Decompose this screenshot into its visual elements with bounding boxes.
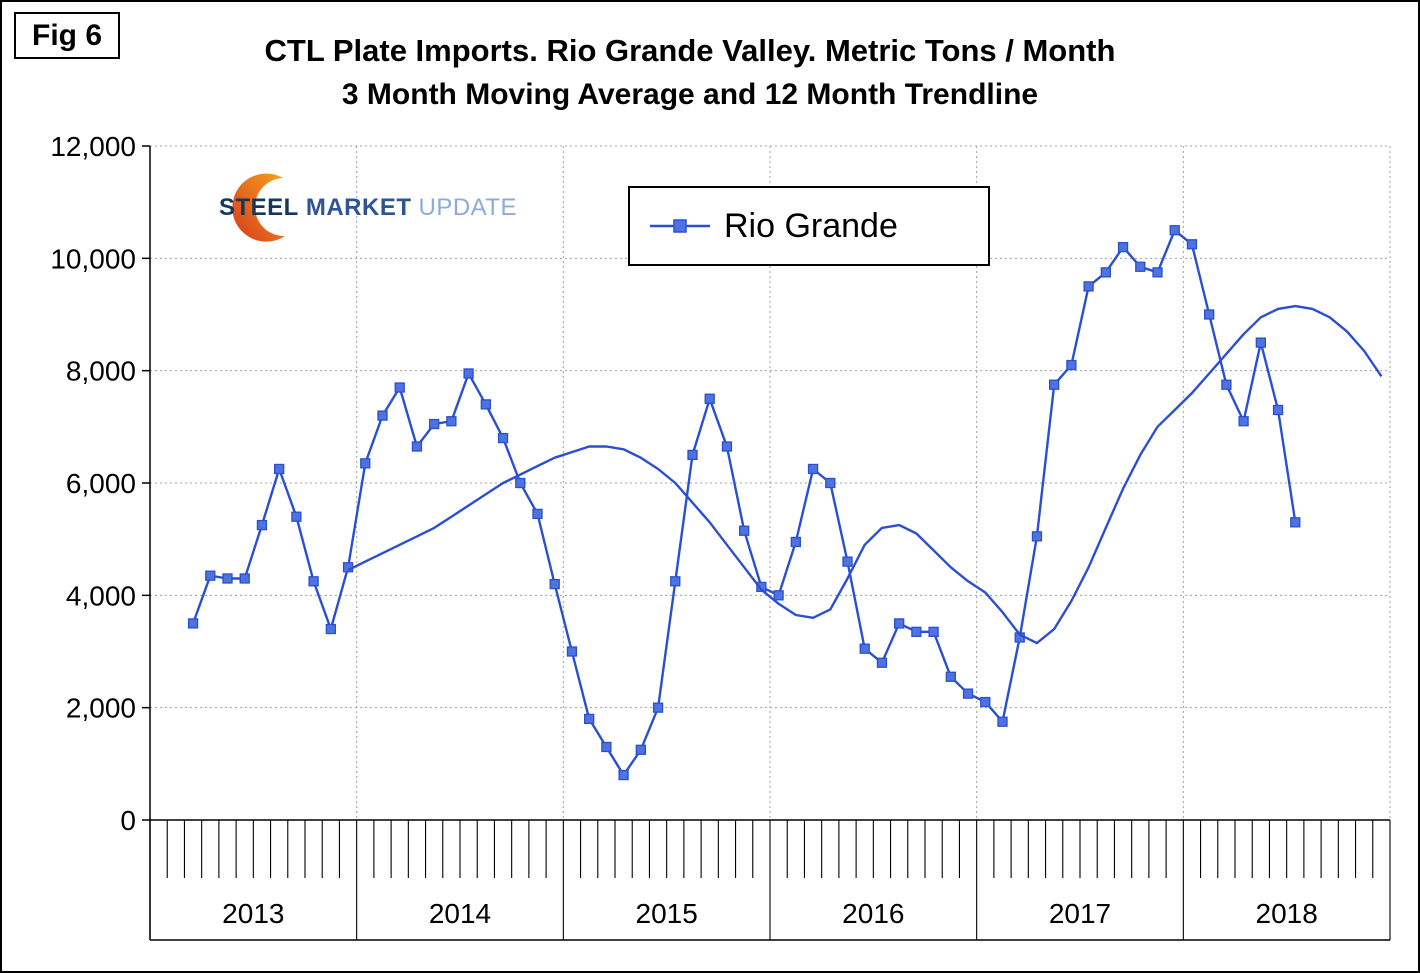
data-point-marker xyxy=(1100,267,1111,278)
year-label: 2017 xyxy=(1049,898,1111,929)
data-point-marker xyxy=(1049,379,1060,390)
y-tick-label: 2,000 xyxy=(66,693,136,724)
y-axis-labels: 0 2,000 4,000 6,000 8,000 10,000 12,000 xyxy=(50,131,136,836)
data-point-marker xyxy=(790,536,801,548)
data-point-marker xyxy=(635,744,646,755)
fig-label-text: Fig 6 xyxy=(32,19,103,52)
year-label: 2013 xyxy=(222,898,284,929)
steel-market-update-logo: STEEL MARKET UPDATE xyxy=(205,166,517,250)
data-point-marker xyxy=(928,626,939,637)
data-point-marker xyxy=(256,519,268,531)
year-label: 2016 xyxy=(842,898,904,929)
y-tick-label: 8,000 xyxy=(66,356,136,387)
y-tick-label: 4,000 xyxy=(66,580,136,611)
logo-wordmark: STEEL MARKET UPDATE xyxy=(219,194,524,222)
data-point-marker xyxy=(1169,225,1180,236)
chart-title: CTL Plate Imports. Rio Grande Valley. Me… xyxy=(150,33,1230,112)
data-point-marker xyxy=(962,688,974,699)
legend: Rio Grande xyxy=(628,186,990,266)
data-point-marker xyxy=(291,511,302,522)
data-point-marker xyxy=(876,657,888,668)
data-point-marker xyxy=(739,525,750,536)
series-trendline xyxy=(347,304,1383,645)
data-point-marker xyxy=(859,643,870,654)
data-point-marker xyxy=(1117,241,1129,253)
data-point-marker xyxy=(429,418,440,430)
data-point-marker xyxy=(807,463,819,475)
y-tick-label: 12,000 xyxy=(50,131,136,162)
data-point-marker xyxy=(1083,281,1094,292)
data-point-marker xyxy=(911,626,922,637)
data-point-marker xyxy=(308,576,319,587)
data-point-marker xyxy=(274,463,285,475)
data-point-marker xyxy=(360,458,371,469)
data-point-marker xyxy=(463,368,474,379)
data-point-marker xyxy=(497,432,509,444)
y-tick-label: 10,000 xyxy=(50,243,136,274)
data-point-marker xyxy=(377,410,388,421)
y-tick-label: 6,000 xyxy=(66,468,136,499)
fig-label: Fig 6 xyxy=(14,12,121,59)
data-point-marker xyxy=(997,716,1008,727)
series-rio-grande xyxy=(187,225,1301,781)
data-point-marker xyxy=(721,441,733,452)
data-point-marker xyxy=(549,578,560,590)
logo-swoosh-icon xyxy=(232,173,285,242)
data-point-marker xyxy=(687,449,698,461)
data-point-marker xyxy=(446,416,457,427)
data-point-marker xyxy=(1221,379,1232,390)
year-label: 2014 xyxy=(429,898,491,929)
chart-title-line1: CTL Plate Imports. Rio Grande Valley. Me… xyxy=(264,33,1116,68)
data-point-marker xyxy=(239,573,250,584)
data-point-marker xyxy=(566,646,578,657)
data-point-marker xyxy=(1238,416,1249,427)
data-point-marker xyxy=(773,590,784,601)
data-point-marker xyxy=(980,696,991,708)
data-point-marker xyxy=(187,618,199,629)
data-point-marker xyxy=(756,581,767,593)
data-point-marker xyxy=(842,556,853,567)
data-point-marker xyxy=(618,769,629,781)
data-point-marker xyxy=(584,713,595,725)
data-point-marker xyxy=(601,741,612,753)
legend-marker-icon xyxy=(650,219,710,233)
chart-title-line2: 3 Month Moving Average and 12 Month Tren… xyxy=(341,78,1039,111)
data-point-marker xyxy=(532,508,543,520)
data-point-marker xyxy=(1135,261,1146,272)
logo-word-steel: STEEL xyxy=(219,194,299,221)
data-point-marker xyxy=(1186,239,1198,250)
data-point-marker xyxy=(825,477,836,489)
data-point-marker xyxy=(1031,531,1043,542)
data-point-marker xyxy=(704,393,715,404)
data-point-marker xyxy=(894,618,905,629)
data-point-marker xyxy=(480,399,491,410)
year-label: 2018 xyxy=(1256,898,1318,929)
x-axis-labels: 2013 2014 2015 2016 2017 2018 xyxy=(222,898,1318,929)
legend-label: Rio Grande xyxy=(724,206,898,245)
data-point-marker xyxy=(1204,309,1215,320)
data-point-marker xyxy=(515,477,526,489)
data-point-marker xyxy=(1290,517,1301,528)
data-point-marker xyxy=(394,382,405,393)
data-point-marker xyxy=(205,570,216,581)
data-point-marker xyxy=(1255,337,1266,348)
data-point-marker xyxy=(1152,267,1163,278)
y-tick-label: 0 xyxy=(120,805,136,836)
data-point-marker xyxy=(325,623,336,635)
logo-word-update: UPDATE xyxy=(418,194,518,221)
data-point-marker xyxy=(1066,359,1077,371)
data-point-marker xyxy=(411,441,423,452)
axes xyxy=(142,145,1391,941)
data-point-marker xyxy=(222,573,233,584)
year-label: 2015 xyxy=(636,898,698,929)
data-point-marker xyxy=(652,702,664,713)
data-point-marker xyxy=(1272,404,1284,416)
data-point-marker xyxy=(670,576,681,587)
data-point-marker xyxy=(945,671,956,682)
logo-word-market: MARKET xyxy=(305,194,412,221)
